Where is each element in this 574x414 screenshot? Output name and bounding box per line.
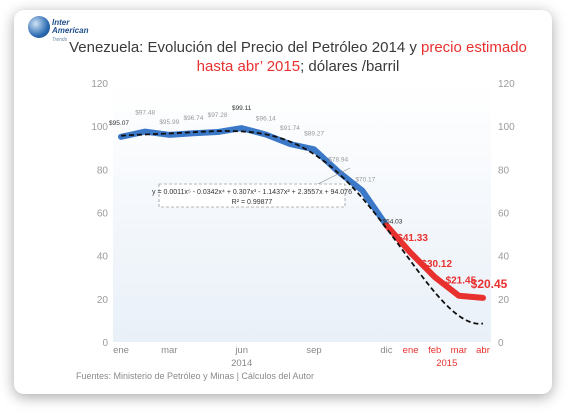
trendline-equation-box [158, 183, 346, 208]
x-tick-label: ene [113, 345, 129, 356]
x-year-label: 2015 [436, 358, 457, 369]
data-label-estimated: $30.12 [421, 259, 452, 270]
y-tick-label-left: 20 [97, 295, 109, 306]
data-label: $99.11 [232, 105, 252, 112]
data-label: $91.74 [280, 125, 300, 132]
data-label-estimated: $41.33 [397, 233, 428, 244]
source-footnote: Fuentes: Ministerio de Petróleo y Minas … [76, 371, 314, 381]
data-label: $96.74 [183, 115, 203, 122]
logo-text-line1: Inter [52, 18, 70, 27]
y-tick-label-right: 60 [498, 209, 510, 220]
y-tick-label-left: 80 [97, 165, 109, 176]
data-label: $78.94 [328, 157, 348, 164]
y-tick-label-left: 40 [97, 252, 109, 263]
x-tick-label: sep [306, 345, 321, 356]
trendline-r-squared: R² = 0.99877 [232, 199, 273, 206]
data-label-estimated: $20.45 [471, 277, 508, 291]
data-label: $70.17 [355, 177, 375, 184]
globe-icon [28, 16, 50, 38]
data-label: $95.99 [159, 119, 179, 126]
x-tick-label: jun [234, 345, 248, 356]
plot-background [113, 83, 491, 342]
logo-text-line3: Trends [52, 37, 68, 43]
trendline [120, 130, 484, 325]
x-tick-label: dic [380, 345, 392, 356]
y-tick-label-right: 100 [498, 122, 515, 133]
data-label: $95.07 [109, 120, 129, 127]
y-tick-label-left: 120 [91, 79, 108, 90]
data-label-estimated: $21.45 [446, 276, 477, 287]
data-label: $54.03 [383, 218, 403, 225]
y-tick-label-right: 20 [498, 295, 510, 306]
chart-title: Venezuela: Evolución del Precio del Petr… [42, 38, 552, 76]
data-label: $96.14 [256, 115, 276, 122]
title-part-estimated: precio estimado [421, 39, 527, 56]
x-tick-label: feb [428, 345, 441, 356]
title-part-main: Venezuela: Evolución del Precio del Petr… [69, 39, 421, 56]
logo-text-line2: American [52, 26, 89, 35]
y-tick-label-left: 60 [97, 209, 109, 220]
y-tick-label-left: 100 [91, 122, 108, 133]
x-tick-label: abr [476, 345, 490, 356]
y-tick-label-right: 0 [498, 338, 504, 349]
x-tick-label: mar [161, 345, 177, 356]
y-tick-label-left: 0 [102, 338, 108, 349]
line-chart: 0 0 20 20 40 40 60 60 80 80 100 100 120 120 ene mar jun s… [91, 79, 515, 369]
x-year-label: 2014 [231, 358, 252, 369]
company-logo: Inter American Trends [28, 14, 118, 48]
title-part-until: hasta abr’ 2015 [196, 58, 301, 75]
chart-card: Inter American Trends Venezuela: Evoluci… [14, 10, 552, 394]
trendline-equation: y = 0.0011x⁵ - 0.0342x⁴ + 0.307x³ - 1.14… [152, 189, 352, 196]
data-label: $89.27 [304, 130, 324, 137]
y-tick-label-right: 80 [498, 165, 510, 176]
title-part-units: ; dólares /barril [300, 58, 400, 75]
x-tick-label: ene [403, 345, 419, 356]
y-tick-label-right: 120 [498, 79, 515, 90]
data-label: $97.28 [208, 112, 228, 119]
y-tick-label-right: 40 [498, 252, 510, 263]
x-tick-label: mar [451, 345, 467, 356]
series-line-2015 [383, 222, 486, 301]
data-label: $97.48 [135, 110, 155, 117]
